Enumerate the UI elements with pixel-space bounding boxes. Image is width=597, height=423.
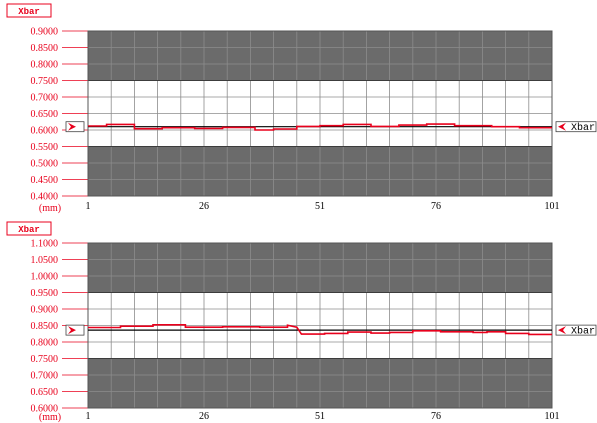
x-unit-label: (mm) bbox=[39, 412, 61, 423]
y-tick-label: 0.8500 bbox=[31, 43, 59, 54]
chart-tag-label: Xbar bbox=[18, 225, 40, 235]
y-tick-label: 0.4000 bbox=[31, 192, 59, 203]
x-tick-label: 76 bbox=[431, 411, 441, 422]
y-tick-label: 1.0000 bbox=[31, 272, 59, 283]
left-marker-arrow-icon bbox=[68, 122, 76, 131]
x-tick-label: 76 bbox=[431, 201, 441, 212]
y-tick-label: 0.6500 bbox=[31, 109, 59, 120]
y-tick-label: 0.8000 bbox=[31, 60, 59, 71]
x-unit-label: (mm) bbox=[39, 203, 61, 214]
x-tick-label: 51 bbox=[315, 411, 325, 422]
y-tick-label: 0.9500 bbox=[31, 288, 59, 299]
chart-tag-box bbox=[6, 3, 52, 18]
chart-tag-label: Xbar bbox=[18, 7, 40, 17]
data-series-line bbox=[88, 323, 552, 336]
y-tick-label: 0.5500 bbox=[31, 142, 59, 153]
right-marker-label: Xbar bbox=[571, 326, 595, 338]
right-marker-box bbox=[555, 324, 597, 336]
x-tick-label: 1 bbox=[86, 201, 91, 212]
x-tick-label: 1 bbox=[86, 411, 91, 422]
y-tick-label: 0.6000 bbox=[31, 404, 59, 415]
y-tick-label: 0.4500 bbox=[31, 175, 59, 186]
right-marker-box bbox=[555, 121, 597, 133]
x-tick-label: 26 bbox=[199, 411, 209, 422]
y-tick-label: 0.6500 bbox=[31, 387, 59, 398]
y-tick-label: 0.7000 bbox=[31, 371, 59, 382]
y-tick-label: 0.9000 bbox=[31, 305, 59, 316]
y-tick-label: 0.8000 bbox=[31, 338, 59, 349]
data-series-line bbox=[88, 123, 552, 131]
y-tick-label: 0.7000 bbox=[31, 93, 59, 104]
left-marker-arrow-icon bbox=[68, 326, 76, 335]
y-tick-label: 0.8500 bbox=[31, 321, 59, 332]
y-tick-label: 0.7500 bbox=[31, 354, 59, 365]
right-marker-label: Xbar bbox=[571, 122, 595, 134]
y-tick-label: 0.7500 bbox=[31, 76, 59, 87]
x-tick-label: 26 bbox=[199, 201, 209, 212]
right-marker-arrow-icon bbox=[558, 326, 566, 335]
y-tick-label: 0.5000 bbox=[31, 159, 59, 170]
plot-border bbox=[87, 30, 553, 197]
chart-2: Xbar 1.1000 1.0500 1.0000 0.9500 0.9000 0.8500… bbox=[6, 221, 597, 423]
x-tick-label: 101 bbox=[545, 201, 560, 212]
plot-border bbox=[87, 242, 553, 409]
right-marker-arrow-icon bbox=[558, 122, 566, 131]
y-tick-label: 0.6000 bbox=[31, 126, 59, 137]
x-tick-label: 101 bbox=[545, 411, 560, 422]
y-tick-label: 1.0500 bbox=[31, 255, 59, 266]
x-tick-label: 51 bbox=[315, 201, 325, 212]
chart-1: Xbar 0.9000 0.8500 0.8000 0.7500 0.7000 0.6500… bbox=[6, 3, 597, 214]
y-tick-label: 0.9000 bbox=[31, 27, 59, 38]
chart-tag-box bbox=[6, 221, 52, 236]
y-tick-label: 1.1000 bbox=[31, 239, 59, 250]
